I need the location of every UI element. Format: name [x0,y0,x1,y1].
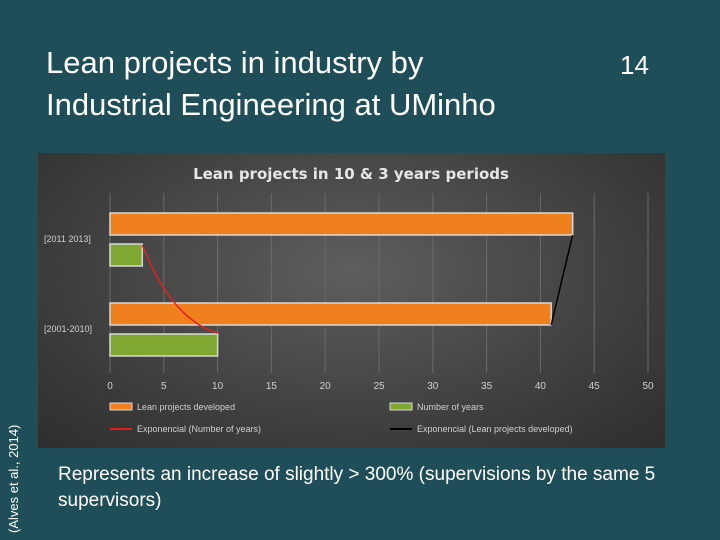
trendline-lean-projects [550,234,574,326]
bar-chart: Lean projects in 10 & 3 years periods 0 5 1… [44,165,654,434]
x-tick-label: 30 [427,381,439,392]
bar-number-of-years [109,333,219,357]
legend-swatch [109,402,133,411]
legend-label: Exponencial (Lean projects developed) [417,424,573,434]
y-category-label: [2011 2013] [44,234,91,244]
citation-label: (Alves et al., 2014) [6,424,21,533]
slide-title-line-1: Lean projects in industry by [46,45,424,80]
x-tick-label: 15 [266,381,278,392]
legend-label: Lean projects developed [137,402,235,412]
x-tick-label: 20 [320,381,332,392]
y-category-label: [2001-2010] [44,324,92,334]
trendline-number-of-years [141,244,218,334]
legend-label: Exponencial (Number of years) [137,424,261,434]
slide-caption: Represents an increase of slightly > 300… [58,464,656,511]
slide-number: 14 [620,50,649,80]
x-tick-label: 40 [535,381,547,392]
x-tick-label: 50 [642,381,654,392]
x-tick-label: 10 [212,381,224,392]
x-tick-label: 35 [481,381,493,392]
bar-lean-projects [109,302,552,326]
x-tick-label: 0 [107,381,113,392]
x-tick-label: 5 [161,381,167,392]
legend-label: Number of years [417,402,484,412]
bar-number-of-years [109,243,144,267]
slide-title-line-2: Industrial Engineering at UMinho [46,87,496,122]
chart-title: Lean projects in 10 & 3 years periods [193,165,509,183]
x-tick-label: 45 [589,381,601,392]
bar-lean-projects [109,212,574,236]
chart-panel: Lean projects in 10 & 3 years periods 0 5 1… [38,153,665,448]
legend-swatch [389,402,413,411]
x-tick-label: 25 [373,381,385,392]
slide-title: Lean projects in industry by Industrial … [46,42,606,126]
